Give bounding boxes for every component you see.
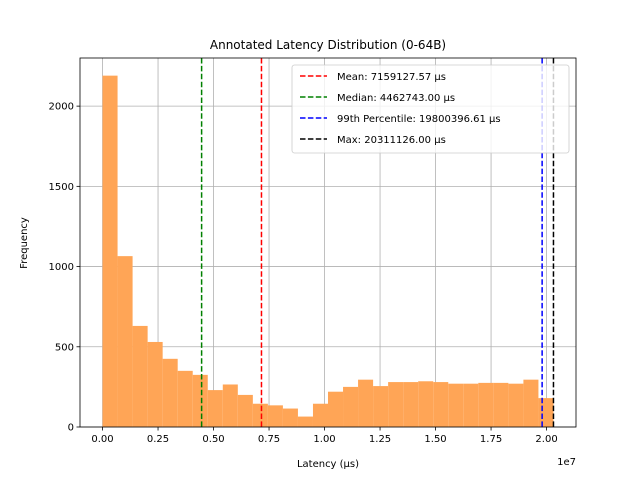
histogram-bar-1 xyxy=(118,256,133,427)
y-tick-label-2: 1000 xyxy=(49,262,74,273)
histogram-bar-14 xyxy=(313,404,328,427)
x-tick-label-7: 1.75 xyxy=(480,434,502,445)
x-tick-label-0: 0.00 xyxy=(91,434,113,445)
histogram-bar-22 xyxy=(433,382,448,427)
histogram-bar-26 xyxy=(493,383,508,427)
legend-label-99th-percentile: 99th Percentile: 19800396.61 µs xyxy=(337,114,501,125)
histogram-bar-4 xyxy=(163,359,178,427)
histogram-bar-3 xyxy=(148,342,163,427)
x-tick-label-4: 1.00 xyxy=(313,434,335,445)
histogram-bar-17 xyxy=(358,380,373,427)
histogram-bar-15 xyxy=(328,392,343,427)
histogram-bar-24 xyxy=(463,384,478,427)
x-tick-label-1: 0.25 xyxy=(147,434,169,445)
histogram-bar-21 xyxy=(418,381,433,427)
legend-label-max: Max: 20311126.00 µs xyxy=(337,135,446,146)
histogram-bar-20 xyxy=(403,382,418,427)
x-tick-label-3: 0.75 xyxy=(258,434,280,445)
y-axis-label: Frequency xyxy=(19,217,30,269)
legend-label-median: Median: 4462743.00 µs xyxy=(337,93,455,104)
histogram-bar-0 xyxy=(103,76,118,427)
histogram-bar-10 xyxy=(253,404,268,427)
y-tick-label-4: 2000 xyxy=(49,102,74,113)
chart-title: Annotated Latency Distribution (0-64B) xyxy=(210,38,446,52)
histogram-bar-23 xyxy=(448,384,463,427)
histogram-bar-11 xyxy=(268,405,283,427)
histogram-bar-28 xyxy=(523,380,538,427)
histogram-bar-25 xyxy=(478,383,493,427)
y-tick-label-1: 500 xyxy=(55,342,74,353)
histogram-bar-2 xyxy=(133,326,148,427)
y-tick-label-0: 0 xyxy=(68,423,74,434)
histogram-bar-8 xyxy=(223,384,238,427)
x-tick-label-8: 2.00 xyxy=(535,434,557,445)
x-axis-label: Latency (µs) xyxy=(297,459,359,470)
legend: Mean: 7159127.57 µs Median: 4462743.00 µs… xyxy=(292,65,569,153)
histogram-bar-9 xyxy=(238,395,253,427)
x-tick-label-6: 1.50 xyxy=(424,434,446,445)
histogram-bar-12 xyxy=(283,409,298,427)
legend-label-mean: Mean: 7159127.57 µs xyxy=(337,72,446,83)
histogram-bar-18 xyxy=(373,386,388,427)
histogram-bar-29 xyxy=(538,398,553,427)
histogram-bar-19 xyxy=(388,382,403,427)
y-tick-label-3: 1500 xyxy=(49,182,74,193)
histogram-bar-16 xyxy=(343,387,358,427)
x-axis-offset-label: 1e7 xyxy=(557,457,576,468)
histogram-bar-27 xyxy=(508,384,523,427)
histogram-bar-6 xyxy=(193,375,208,427)
x-tick-label-5: 1.25 xyxy=(369,434,391,445)
histogram-bar-7 xyxy=(208,390,223,427)
histogram-bar-5 xyxy=(178,371,193,427)
x-tick-label-2: 0.50 xyxy=(202,434,224,445)
histogram-bar-13 xyxy=(298,417,313,427)
